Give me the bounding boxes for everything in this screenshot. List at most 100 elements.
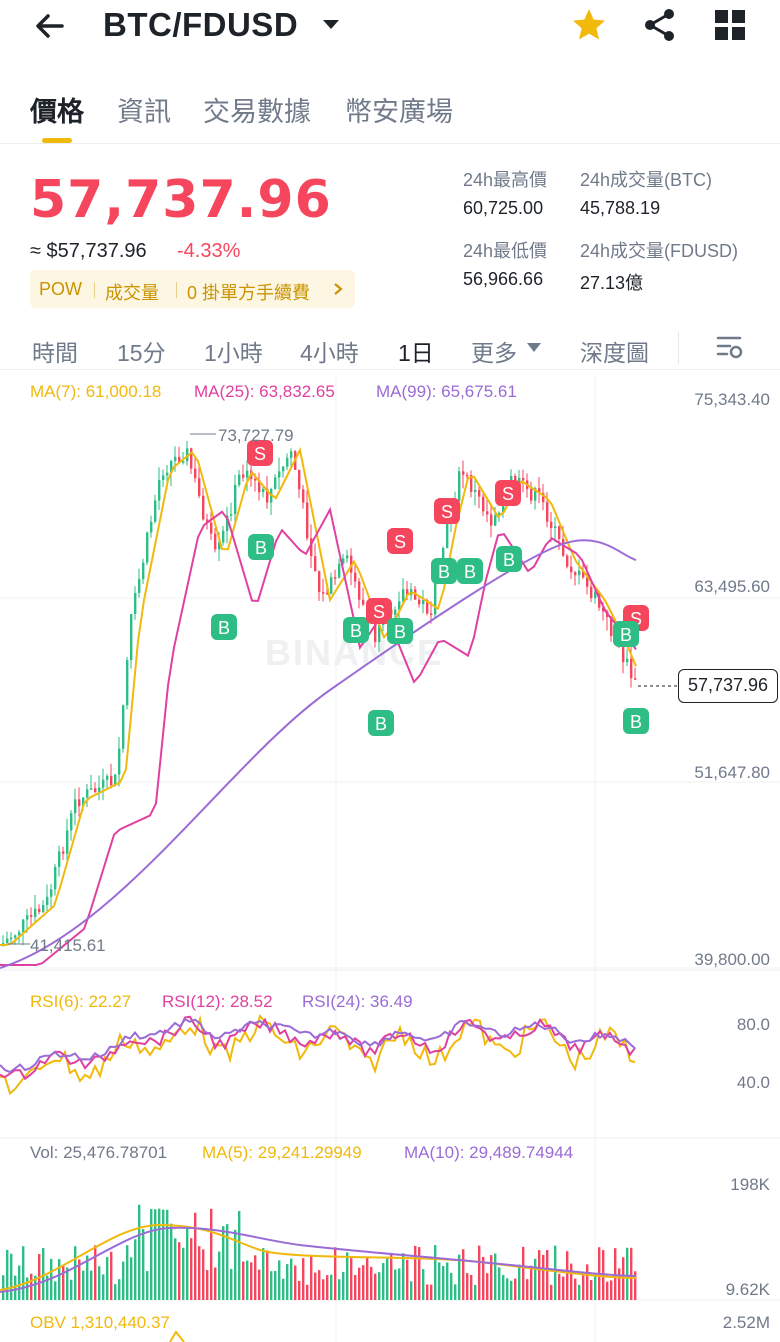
volume-bar <box>326 1275 329 1300</box>
y-axis-label: 63,495.60 <box>694 577 770 596</box>
volume-bar <box>430 1284 433 1300</box>
volume-bar <box>486 1273 489 1300</box>
marker-letter: S <box>254 444 266 464</box>
candle-body <box>546 502 549 522</box>
volume-bar <box>446 1262 449 1300</box>
volume-bar <box>518 1264 521 1300</box>
volume-bar <box>502 1274 505 1300</box>
buy-marker <box>431 558 457 584</box>
volume-bar <box>346 1252 349 1300</box>
candle-body <box>466 474 469 477</box>
volume-bar <box>210 1208 213 1300</box>
active-tab-indicator <box>42 138 72 143</box>
buy-marker <box>457 558 483 584</box>
buy-marker <box>623 708 649 734</box>
star-icon[interactable] <box>570 6 608 44</box>
interval-1d[interactable]: 1日 <box>398 340 434 366</box>
candle-body <box>266 488 269 503</box>
caret-down-icon[interactable] <box>526 342 542 354</box>
candle-body <box>6 938 9 944</box>
volume-bar <box>226 1224 229 1300</box>
candle-body <box>542 493 545 503</box>
candle-body <box>562 538 565 556</box>
pair-title[interactable]: BTC/FDUSD <box>103 6 299 43</box>
candle-body <box>622 641 625 663</box>
candle-body <box>418 599 421 605</box>
current-price-tag[interactable]: 57,737.96 <box>678 669 778 703</box>
candle-body <box>522 478 525 481</box>
candle-body <box>346 555 349 559</box>
volume-bar <box>514 1278 517 1300</box>
caret-down-icon[interactable] <box>320 13 342 35</box>
volume-bar <box>82 1270 85 1300</box>
volume-bar <box>126 1245 129 1300</box>
candle-body <box>474 489 477 493</box>
candle-body <box>10 937 13 940</box>
buy-marker <box>613 621 639 647</box>
marker-letter: B <box>218 618 230 638</box>
interval-time[interactable]: 時間 <box>32 340 78 366</box>
candle-body <box>242 474 245 478</box>
candle-body <box>90 788 93 790</box>
volume-bar <box>286 1264 289 1300</box>
buy-marker <box>387 618 413 644</box>
volume-bar <box>58 1259 61 1300</box>
sell-marker <box>247 440 273 466</box>
candle-body <box>498 512 501 516</box>
interval-depth-chart[interactable]: 深度圖 <box>580 340 649 366</box>
tab-trading-data[interactable]: 交易數據 <box>203 97 311 127</box>
candle-body <box>18 932 21 936</box>
volume-bar <box>206 1270 209 1300</box>
interval-4h[interactable]: 4小時 <box>300 340 359 366</box>
back-arrow-icon[interactable] <box>32 8 68 44</box>
promo-tags-bar[interactable]: POW 成交量 0 掛單方手續費 <box>30 270 355 308</box>
candle-body <box>230 514 233 516</box>
candle-body <box>310 538 313 557</box>
ma7-legend: MA(7): 61,000.18 <box>30 382 162 401</box>
volume-bar <box>526 1279 529 1300</box>
candle-body <box>530 488 533 501</box>
rsi6-legend: RSI(6): 22.27 <box>30 992 132 1011</box>
volume-bar <box>278 1260 281 1300</box>
tab-info[interactable]: 資訊 <box>117 97 171 127</box>
rsi24-legend: RSI(24): 36.49 <box>302 992 413 1011</box>
sell-marker <box>495 480 521 506</box>
share-icon[interactable] <box>641 6 679 44</box>
candle-body <box>330 577 333 594</box>
volume-bar <box>222 1226 225 1300</box>
chart-settings-icon[interactable] <box>714 332 744 362</box>
candle-body <box>626 658 629 663</box>
grid-icon[interactable] <box>713 8 747 42</box>
candle-body <box>58 851 61 867</box>
volume-bar <box>258 1269 261 1300</box>
candle-body <box>574 572 577 576</box>
interval-more[interactable]: 更多 <box>471 340 517 366</box>
volume-bar <box>2 1275 5 1300</box>
candle-body <box>610 616 613 636</box>
volume-bar <box>138 1204 141 1300</box>
volume-bar <box>238 1211 241 1300</box>
tab-price[interactable]: 價格 <box>30 97 84 127</box>
volume-bar <box>374 1273 377 1300</box>
candle-body <box>22 919 25 933</box>
tab-binance-square[interactable]: 幣安廣場 <box>345 97 453 127</box>
fiat-price: ≈ $57,737.96 <box>30 240 147 262</box>
interval-15m[interactable]: 15分 <box>117 340 166 366</box>
candle-body <box>222 530 225 543</box>
sell-marker <box>366 598 392 624</box>
rsi24-line <box>0 1018 636 1074</box>
volume-bar <box>102 1274 105 1300</box>
volume-bar <box>114 1284 117 1300</box>
ma99-line <box>0 539 637 969</box>
volume-bar <box>334 1247 337 1300</box>
volume-bar <box>582 1272 585 1300</box>
volume-bar <box>54 1281 57 1300</box>
candle-body <box>110 775 113 786</box>
candle-body <box>234 485 237 515</box>
stat-24h-low-label: 24h最低價 <box>463 241 548 261</box>
interval-1h[interactable]: 1小時 <box>204 340 263 366</box>
candle-body <box>538 488 541 494</box>
candle-body <box>314 556 317 572</box>
volume-bar <box>538 1250 541 1300</box>
